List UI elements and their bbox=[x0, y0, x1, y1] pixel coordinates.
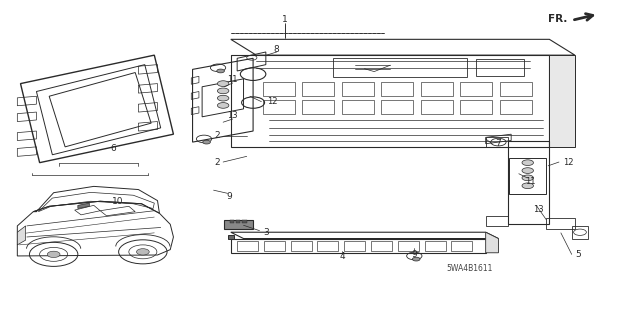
Text: 9: 9 bbox=[412, 250, 417, 259]
Polygon shape bbox=[225, 219, 253, 229]
Text: 2: 2 bbox=[214, 158, 220, 167]
Text: 7: 7 bbox=[495, 139, 501, 148]
Circle shape bbox=[218, 88, 229, 94]
Circle shape bbox=[217, 69, 225, 73]
Text: 8: 8 bbox=[274, 45, 280, 54]
Circle shape bbox=[412, 257, 420, 261]
Polygon shape bbox=[486, 232, 499, 253]
Polygon shape bbox=[17, 226, 26, 245]
Polygon shape bbox=[243, 220, 246, 223]
Text: 12: 12 bbox=[563, 158, 574, 167]
Text: 13: 13 bbox=[533, 205, 544, 214]
Circle shape bbox=[218, 95, 229, 101]
Circle shape bbox=[522, 183, 534, 189]
Text: 9: 9 bbox=[227, 192, 232, 201]
Circle shape bbox=[522, 168, 534, 174]
Polygon shape bbox=[228, 235, 234, 239]
Polygon shape bbox=[236, 220, 241, 223]
Text: 11: 11 bbox=[525, 176, 536, 186]
Circle shape bbox=[136, 249, 149, 255]
Polygon shape bbox=[549, 55, 575, 147]
Text: 4: 4 bbox=[339, 252, 345, 261]
Circle shape bbox=[203, 140, 211, 144]
Circle shape bbox=[522, 160, 534, 166]
Text: 11: 11 bbox=[227, 75, 238, 84]
Text: 2: 2 bbox=[214, 131, 220, 140]
Text: 13: 13 bbox=[227, 111, 238, 120]
Polygon shape bbox=[78, 203, 90, 209]
Text: FR.: FR. bbox=[548, 14, 568, 24]
Circle shape bbox=[218, 103, 229, 108]
Text: 6: 6 bbox=[110, 144, 116, 153]
Text: 1: 1 bbox=[282, 15, 288, 24]
Polygon shape bbox=[230, 220, 234, 223]
Text: 5WA4B1611: 5WA4B1611 bbox=[447, 264, 493, 273]
Text: 10: 10 bbox=[112, 197, 124, 206]
Circle shape bbox=[218, 81, 229, 86]
Text: 12: 12 bbox=[267, 97, 278, 106]
Circle shape bbox=[47, 251, 60, 257]
Text: 5: 5 bbox=[575, 250, 581, 259]
Circle shape bbox=[522, 175, 534, 181]
Text: 3: 3 bbox=[263, 228, 269, 237]
